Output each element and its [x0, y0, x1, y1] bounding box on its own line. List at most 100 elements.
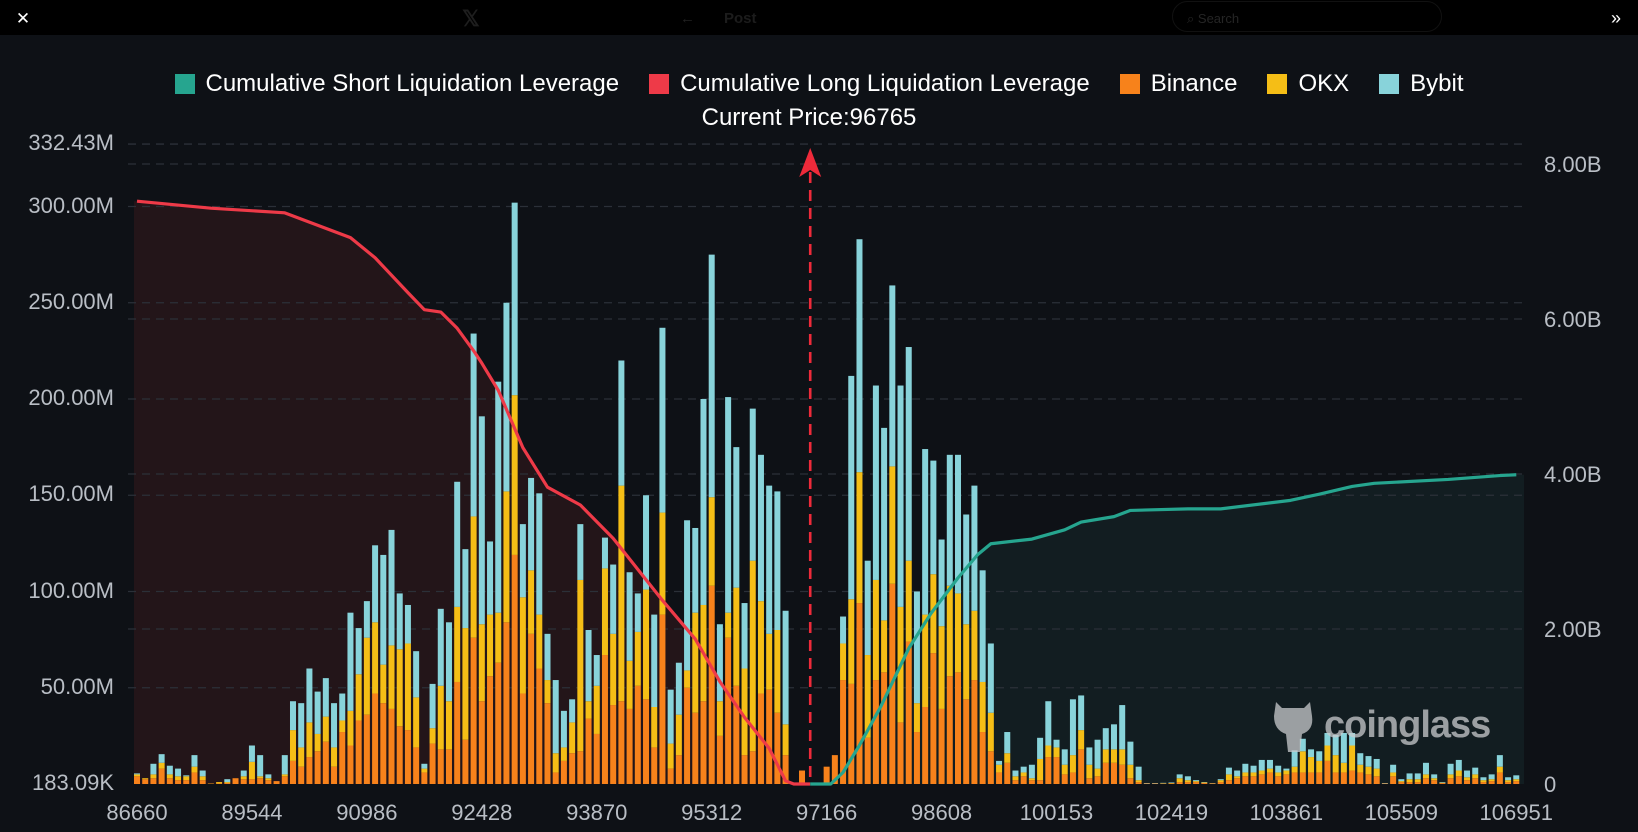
bar-bybit — [1061, 749, 1068, 765]
bar-bybit — [1119, 705, 1126, 750]
x-logo-icon[interactable]: 𝕏 — [462, 6, 480, 31]
bar-okx — [265, 778, 272, 781]
bar-okx — [150, 774, 157, 779]
bar-bybit — [544, 633, 551, 681]
y-left-tick-label: 300.00M — [28, 192, 114, 218]
legend-swatch-binance — [1119, 74, 1140, 94]
bar-binance — [528, 633, 535, 784]
bar-binance — [872, 680, 879, 784]
bar-binance — [930, 653, 937, 784]
bar-bybit — [708, 254, 715, 498]
bar-bybit — [626, 572, 633, 661]
legend-item-okx[interactable]: OKX — [1267, 70, 1349, 98]
bar-okx — [946, 585, 953, 677]
bar-binance — [1086, 778, 1093, 784]
bar-binance — [799, 770, 806, 784]
x-tick-label: 92428 — [451, 800, 513, 825]
bar-binance — [183, 780, 190, 784]
bar-binance — [1455, 776, 1462, 784]
bar-binance — [232, 778, 239, 784]
bar-bybit — [782, 610, 789, 725]
bar-binance — [634, 685, 641, 784]
bar-binance — [240, 779, 247, 784]
bar-okx — [1349, 745, 1356, 771]
bar-bybit — [913, 591, 920, 704]
search-placeholder: Search — [1197, 11, 1240, 26]
bar-binance — [1127, 778, 1134, 784]
bar-binance — [1357, 772, 1364, 784]
bar-okx — [938, 626, 945, 709]
bar-okx — [1250, 772, 1257, 777]
bar-bybit — [601, 537, 608, 569]
bar-okx — [651, 707, 658, 748]
bar-bybit — [166, 765, 173, 775]
bar-okx — [593, 685, 600, 734]
bar-okx — [454, 606, 461, 682]
bar-binance — [257, 778, 264, 784]
bar-okx — [643, 589, 650, 700]
legend-item-bybit[interactable]: Bybit — [1379, 70, 1464, 98]
bar-binance — [363, 714, 370, 784]
bar-bybit — [281, 755, 288, 775]
bar-bybit — [872, 385, 879, 580]
bar-okx — [1455, 770, 1462, 777]
bar-bybit — [445, 622, 452, 702]
bar-bybit — [856, 239, 863, 473]
bar-okx — [1505, 780, 1512, 783]
bar-binance — [593, 733, 600, 784]
x-tick-label: 89544 — [221, 800, 283, 825]
back-arrow-icon[interactable]: ← — [680, 10, 695, 27]
bar-okx — [429, 728, 436, 744]
close-button[interactable]: ✕ — [12, 0, 34, 35]
bar-binance — [881, 672, 888, 784]
bar-binance — [667, 768, 674, 784]
bar-okx — [601, 568, 608, 656]
bar-bybit — [725, 397, 732, 613]
bar-bybit — [1086, 747, 1093, 765]
legend-item-short[interactable]: Cumulative Short Liquidation Leverage — [174, 70, 619, 98]
bar-binance — [1414, 782, 1421, 784]
bar-okx — [347, 710, 354, 746]
bar-okx — [478, 624, 485, 702]
bar-binance — [134, 776, 140, 784]
bar-binance — [897, 722, 904, 784]
bar-okx — [585, 701, 592, 719]
bar-binance — [708, 585, 715, 784]
bar-okx — [922, 614, 929, 707]
bar-okx — [528, 570, 535, 634]
bar-okx — [774, 630, 781, 713]
bar-okx — [979, 681, 986, 733]
bar-okx — [749, 560, 756, 752]
bar-bybit — [183, 775, 190, 777]
bar-bybit — [257, 755, 264, 777]
bar-okx — [741, 668, 748, 756]
bar-bybit — [1316, 751, 1323, 761]
search-input[interactable]: ⌕ Search — [1172, 1, 1442, 32]
post-title: Post — [724, 10, 757, 27]
bar-okx — [881, 620, 888, 673]
bar-binance — [1316, 772, 1323, 784]
bar-bybit — [289, 701, 296, 731]
bar-bybit — [749, 408, 756, 561]
bar-binance — [487, 676, 494, 784]
legend-item-long[interactable]: Cumulative Long Liquidation Leverage — [649, 70, 1090, 98]
bar-bybit — [462, 549, 469, 629]
legend-label: Binance — [1150, 70, 1238, 97]
legend-item-binance[interactable]: Binance — [1119, 70, 1238, 98]
bar-bybit — [528, 477, 535, 571]
bar-okx — [363, 637, 370, 715]
bar-bybit — [1496, 755, 1503, 767]
legend-swatch-bybit — [1379, 74, 1400, 94]
bar-binance — [396, 726, 403, 784]
expand-button[interactable]: » — [1610, 8, 1621, 28]
bar-binance — [445, 749, 452, 784]
bar-binance — [1291, 772, 1298, 784]
bar-bybit — [930, 460, 937, 575]
bar-binance — [536, 668, 543, 784]
bar-binance — [1234, 778, 1241, 784]
bar-binance — [273, 781, 280, 784]
bar-bybit — [363, 601, 370, 638]
bar-binance — [733, 685, 740, 784]
bar-binance — [905, 641, 912, 784]
bar-okx — [905, 560, 912, 642]
